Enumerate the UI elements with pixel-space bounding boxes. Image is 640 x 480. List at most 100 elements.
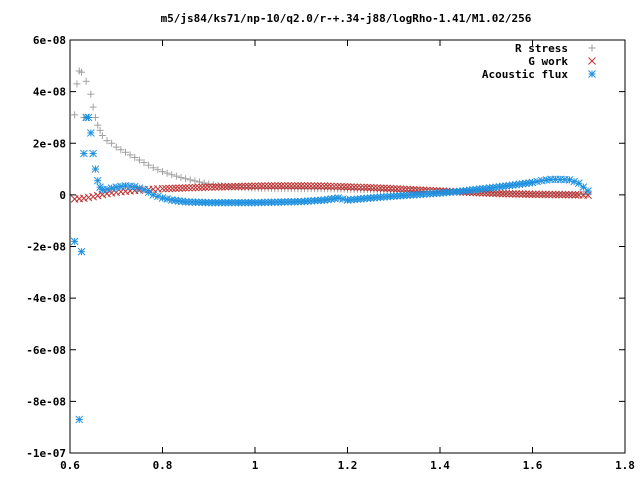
x-tick-label: 0.6	[60, 459, 80, 472]
data-point	[284, 181, 292, 190]
data-point	[399, 185, 408, 194]
data-point	[270, 182, 279, 190]
data-point	[264, 182, 273, 190]
data-point	[103, 137, 111, 145]
data-point	[267, 182, 276, 190]
legend-marker	[588, 70, 596, 78]
data-point	[353, 183, 362, 192]
data-point	[140, 159, 148, 167]
data-point	[191, 177, 199, 185]
data-point	[198, 183, 206, 192]
data-point	[93, 176, 102, 185]
data-point	[495, 189, 504, 198]
data-point	[489, 189, 497, 198]
data-point	[297, 181, 306, 190]
data-point	[551, 190, 560, 199]
data-point	[535, 190, 543, 199]
x-tick-label: 1.8	[615, 459, 635, 472]
y-tick-label: 0	[59, 189, 66, 202]
data-point	[171, 184, 180, 193]
data-point	[360, 183, 368, 192]
data-point	[340, 182, 349, 191]
data-point	[131, 153, 139, 161]
data-point	[337, 182, 345, 191]
data-point	[334, 194, 343, 202]
data-point	[333, 182, 342, 191]
data-point	[251, 182, 259, 190]
y-tick-label: 4e-08	[33, 86, 66, 99]
data-point	[346, 183, 355, 191]
axis-ticks: 0.6 0.8 1 1.2 1.4 1.6 1.8 6e-08 4e-08 2e-08 0 -2e-0…	[26, 34, 635, 472]
data-point	[564, 190, 573, 199]
data-point	[244, 182, 253, 191]
y-tick-label: -1e-07	[26, 447, 66, 460]
data-point	[237, 182, 246, 191]
data-point	[204, 183, 213, 191]
y-tick-label: -2e-08	[26, 241, 66, 254]
data-point	[261, 182, 269, 190]
data-point	[548, 190, 557, 199]
data-point	[561, 190, 570, 199]
data-point	[103, 185, 111, 194]
data-point	[257, 182, 266, 190]
data-point	[498, 189, 507, 198]
data-point	[565, 176, 574, 184]
data-point	[214, 183, 223, 191]
data-point	[80, 149, 88, 158]
data-point	[91, 165, 100, 173]
x-tick-label: 0.8	[153, 459, 173, 472]
data-point	[84, 193, 93, 202]
data-point	[168, 171, 176, 179]
data-point	[307, 182, 316, 190]
legend-marker	[588, 57, 596, 65]
y-tick-label: 6e-08	[33, 34, 66, 47]
data-point	[558, 190, 567, 199]
data-point	[330, 182, 339, 191]
data-point	[98, 132, 106, 140]
data-point	[70, 237, 79, 246]
data-point	[218, 182, 226, 191]
data-point	[168, 184, 177, 193]
data-point	[191, 183, 200, 192]
data-point	[159, 168, 166, 176]
data-point	[126, 151, 134, 159]
data-point	[373, 184, 382, 192]
data-point	[201, 183, 210, 192]
data-point	[122, 148, 129, 156]
data-point	[327, 182, 335, 191]
data-point	[78, 68, 86, 76]
series-acoustic-flux	[70, 113, 592, 424]
data-point	[80, 194, 88, 203]
data-point	[533, 177, 541, 186]
data-point	[165, 184, 173, 193]
data-point	[528, 178, 537, 187]
data-point	[287, 181, 296, 190]
data-point	[320, 182, 329, 190]
data-point	[528, 190, 537, 199]
chart-title: m5/js84/ks71/np-10/q2.0/r-+.34-j88/logRh…	[161, 12, 532, 25]
data-point	[389, 184, 398, 193]
data-point	[89, 149, 97, 158]
data-point	[145, 161, 153, 169]
x-tick-label: 1	[252, 459, 259, 472]
data-point	[518, 190, 527, 198]
data-point	[87, 90, 95, 98]
data-point	[290, 181, 299, 190]
data-point	[194, 183, 203, 192]
data-point	[208, 183, 216, 191]
x-tick-label: 1.2	[338, 459, 358, 472]
data-point	[172, 172, 180, 180]
data-point	[186, 176, 194, 184]
data-point	[525, 190, 534, 199]
data-point	[356, 183, 365, 192]
data-point	[300, 182, 309, 190]
data-point	[502, 189, 510, 198]
data-point	[75, 415, 84, 424]
data-point	[505, 189, 514, 198]
data-point	[117, 146, 125, 154]
data-point	[185, 183, 193, 192]
data-point	[96, 126, 104, 134]
data-point	[175, 184, 183, 192]
